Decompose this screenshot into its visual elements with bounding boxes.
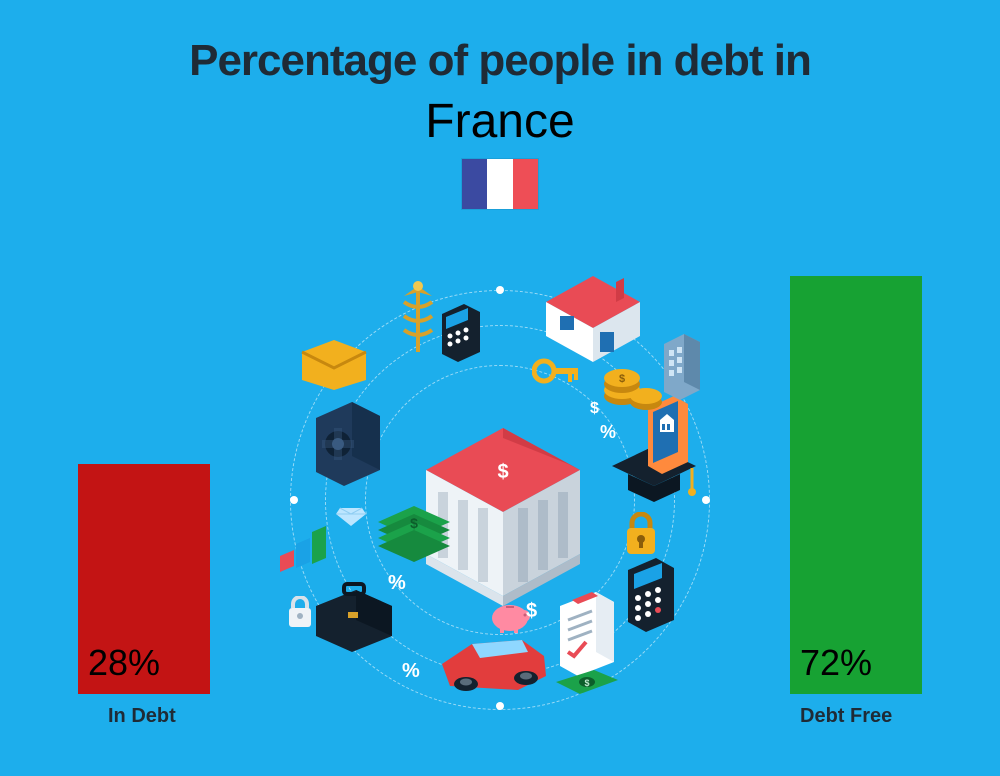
- padlock-small-icon: [286, 596, 314, 630]
- car-icon: [428, 626, 558, 702]
- calculator-icon: [622, 556, 680, 632]
- bar-in-debt-value: 28%: [78, 634, 210, 694]
- cash-stack-icon: $: [372, 490, 456, 568]
- banknote-icon: $: [552, 668, 622, 708]
- bar-debt-free-value: 72%: [790, 634, 922, 694]
- clipboard-icon: [552, 590, 622, 676]
- barchart-icon: [276, 522, 332, 572]
- center-finance-graphic: $ $: [290, 290, 710, 710]
- key-icon: [532, 354, 582, 388]
- flag-stripe-red: [513, 159, 538, 209]
- envelope-icon: [298, 338, 370, 390]
- diamond-icon: [334, 500, 368, 528]
- dollar-deco-2: $: [590, 400, 599, 418]
- calculator-top-icon: [436, 302, 486, 362]
- orbit-dot: [496, 702, 504, 710]
- orbit-dot: [290, 496, 298, 504]
- percent-deco-2: %: [402, 660, 420, 683]
- svg-text:$: $: [497, 461, 508, 483]
- flag-stripe-blue: [462, 159, 487, 209]
- bar-in-debt: 28%: [78, 464, 210, 694]
- percent-deco-1: %: [388, 572, 406, 595]
- svg-text:$: $: [410, 515, 418, 531]
- orbit-dot: [496, 286, 504, 294]
- flag-stripe-white: [487, 159, 512, 209]
- page-title: Percentage of people in debt in: [0, 36, 1000, 86]
- orbit-dot: [702, 496, 710, 504]
- briefcase-icon: [308, 582, 400, 652]
- bar-debt-free: 72%: [790, 276, 922, 694]
- padlock-icon: [622, 512, 660, 558]
- svg-text:$: $: [584, 678, 589, 688]
- country-name: France: [0, 94, 1000, 149]
- safe-icon: [308, 398, 388, 488]
- caduceus-icon: [394, 278, 442, 362]
- svg-text:$: $: [619, 373, 625, 385]
- flag-france: [461, 158, 539, 210]
- building-icon: [658, 330, 706, 400]
- percent-deco-3: %: [600, 422, 616, 443]
- dollar-deco-1: $: [526, 600, 537, 623]
- bar-debt-free-label: Debt Free: [800, 705, 892, 728]
- bar-in-debt-label: In Debt: [108, 705, 176, 728]
